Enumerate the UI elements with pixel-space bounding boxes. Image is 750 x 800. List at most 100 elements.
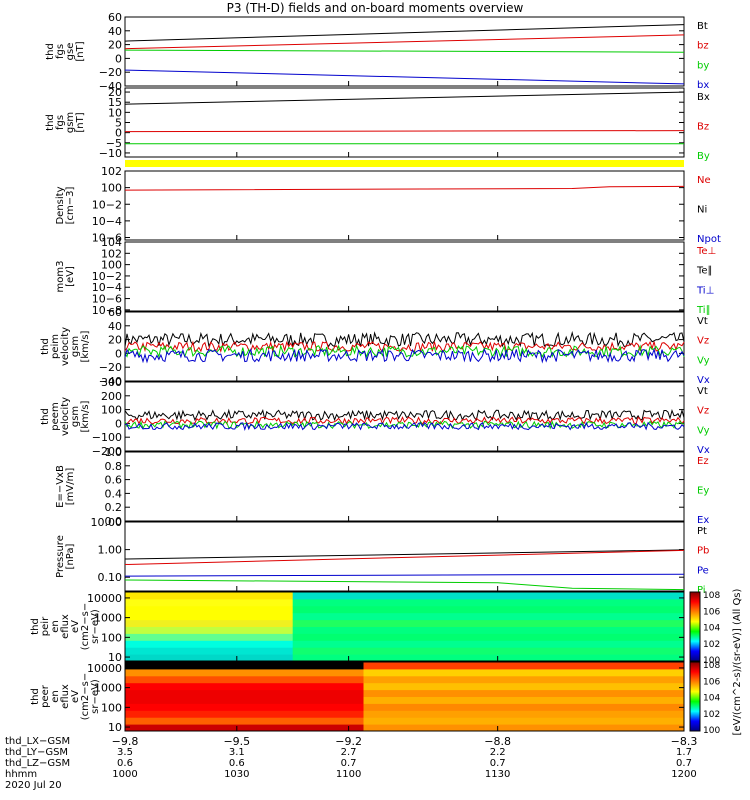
y-tick-label: 5 bbox=[115, 117, 122, 130]
footer-value: 0.7 bbox=[340, 758, 357, 769]
legend-entry: Ni bbox=[697, 205, 707, 216]
footer-value: 1200 bbox=[671, 769, 697, 780]
footer-value: 3.1 bbox=[228, 747, 245, 758]
y-axis-label: peir bbox=[40, 616, 51, 636]
date-label: 2020 Jul 20 bbox=[5, 780, 62, 791]
panel-frame bbox=[124, 241, 685, 312]
heatmap-cell bbox=[125, 633, 294, 641]
legend-entry: Ez bbox=[697, 456, 709, 467]
y-tick-label: −40 bbox=[99, 80, 122, 93]
y-axis-label: velocity bbox=[60, 327, 71, 366]
heatmap-cell bbox=[125, 654, 294, 662]
y-axis-label: gsm bbox=[70, 406, 81, 427]
y-tick-label: 1000 bbox=[94, 612, 122, 625]
footer-value: 1030 bbox=[224, 769, 250, 780]
y-axis-label: Pressure bbox=[55, 535, 66, 578]
footer-row-label: hhmm bbox=[5, 769, 38, 780]
y-tick-label: 10−6 bbox=[92, 232, 122, 245]
panel-frame bbox=[124, 591, 685, 662]
y-tick-label: −20 bbox=[99, 66, 122, 79]
y-tick-label: 15 bbox=[108, 96, 122, 109]
legend-entry: bz bbox=[697, 41, 709, 52]
footer-value: 2.2 bbox=[489, 747, 506, 758]
panel-efield: 0.00.20.40.60.81.0 E=−VxB [mV/m] Ez Ey Ex bbox=[55, 446, 709, 528]
y-tick-label: −5 bbox=[106, 137, 122, 150]
y-tick-label: −20 bbox=[99, 361, 122, 374]
legend-entry: by bbox=[697, 60, 709, 71]
y-tick-label: 0 bbox=[115, 127, 122, 140]
y-axis-label: gsm bbox=[70, 336, 81, 357]
colorbar-tick-label: 106 bbox=[703, 677, 720, 687]
footer-row-ly: thd_LY−GSM bbox=[5, 747, 68, 758]
heatmap-cell bbox=[292, 647, 685, 655]
y-axis-label: velocity bbox=[60, 397, 71, 436]
y-axis-label: en bbox=[50, 690, 61, 703]
y-tick-label: 10.00 bbox=[91, 516, 123, 529]
y-axis-label: eflux bbox=[60, 614, 71, 639]
x-tick-label: −9.8 bbox=[112, 735, 139, 748]
footer-value: 1000 bbox=[112, 769, 138, 780]
legend-entry: Ne bbox=[697, 175, 711, 186]
series-line-Pi bbox=[124, 579, 685, 591]
y-tick-label: 10−6 bbox=[92, 293, 122, 306]
y-tick-label: 10−2 bbox=[92, 270, 122, 283]
y-tick-label: 1.0 bbox=[105, 446, 123, 459]
y-tick-label: 60 bbox=[108, 306, 122, 319]
y-tick-label: 10 bbox=[108, 651, 122, 664]
panel-frame bbox=[124, 16, 685, 87]
colorbar-tick-label: 100 bbox=[703, 726, 720, 736]
heatmap-cell bbox=[125, 626, 294, 634]
colorbar-tick-label: 108 bbox=[703, 661, 720, 671]
heatmap-cell bbox=[125, 710, 365, 718]
heatmap-cell bbox=[363, 703, 685, 711]
heatmap-cell bbox=[125, 640, 294, 648]
legend-entry: Vx bbox=[697, 375, 710, 386]
y-axis-label: fgs bbox=[55, 44, 66, 59]
panel-frame bbox=[124, 521, 685, 592]
heatmap-cell bbox=[363, 675, 685, 684]
y-tick-label: 0.2 bbox=[105, 501, 123, 514]
footer-value: 0.7 bbox=[489, 758, 506, 769]
heatmap-cell bbox=[363, 689, 685, 697]
heatmap-cell bbox=[363, 724, 685, 732]
heatmap-cell bbox=[292, 598, 685, 607]
colorbar-tick-label: 102 bbox=[703, 640, 720, 650]
y-axis-label: peim bbox=[50, 334, 61, 359]
footer-row-hhmm: hhmm bbox=[5, 769, 37, 780]
colorbar bbox=[689, 661, 701, 732]
footer-value: 3.5 bbox=[117, 747, 133, 758]
chart-title: P3 (TH-D) fields and on-board moments ov… bbox=[226, 1, 524, 15]
y-axis-label: (cm2−s− bbox=[80, 603, 91, 650]
legend-entry: Bt bbox=[697, 21, 708, 32]
y-axis-label: [nPa] bbox=[65, 543, 76, 569]
footer-value: 1100 bbox=[335, 769, 362, 780]
heatmap-cell bbox=[125, 612, 294, 621]
series-line-Bx bbox=[124, 91, 685, 105]
y-tick-label: 20 bbox=[108, 39, 122, 52]
y-tick-label: 0.8 bbox=[105, 460, 123, 473]
heatmap-cell bbox=[292, 592, 685, 600]
legend-entry: Vz bbox=[697, 336, 709, 347]
heatmap-cell bbox=[363, 682, 685, 691]
legend-entry: Te∥ bbox=[696, 266, 713, 277]
y-tick-label: −200 bbox=[92, 445, 122, 458]
x-axis-footer: thd_LX−GSM thd_LY−GSM thd_LZ−GSM hhmm 20… bbox=[0, 735, 750, 800]
heatmap-cell bbox=[125, 703, 365, 711]
y-tick-label: 40 bbox=[108, 320, 122, 333]
heatmap-cell bbox=[125, 682, 365, 691]
y-axis-label: thd bbox=[40, 338, 51, 355]
panel-pressure: 0.10 1.00 10.00 Pressure [nPa] Pt Pb Pe Pi bbox=[55, 516, 709, 596]
legend-entry: Vx bbox=[697, 445, 710, 456]
y-axis-label: thd bbox=[30, 688, 41, 705]
y-tick-label: 102 bbox=[101, 247, 122, 260]
y-tick-label: 0.6 bbox=[105, 474, 123, 487]
y-tick-label: 100 bbox=[101, 631, 122, 644]
series-line-Vy bbox=[124, 344, 685, 359]
heatmap-cell bbox=[292, 605, 685, 614]
heatmap-cell bbox=[125, 696, 365, 704]
series-line-Vt bbox=[124, 408, 685, 422]
y-tick-label: 0 bbox=[115, 347, 122, 360]
y-axis-label: [eV] bbox=[65, 266, 76, 287]
y-tick-label: 0 bbox=[115, 417, 122, 430]
y-tick-label: 10−2 bbox=[92, 198, 122, 211]
